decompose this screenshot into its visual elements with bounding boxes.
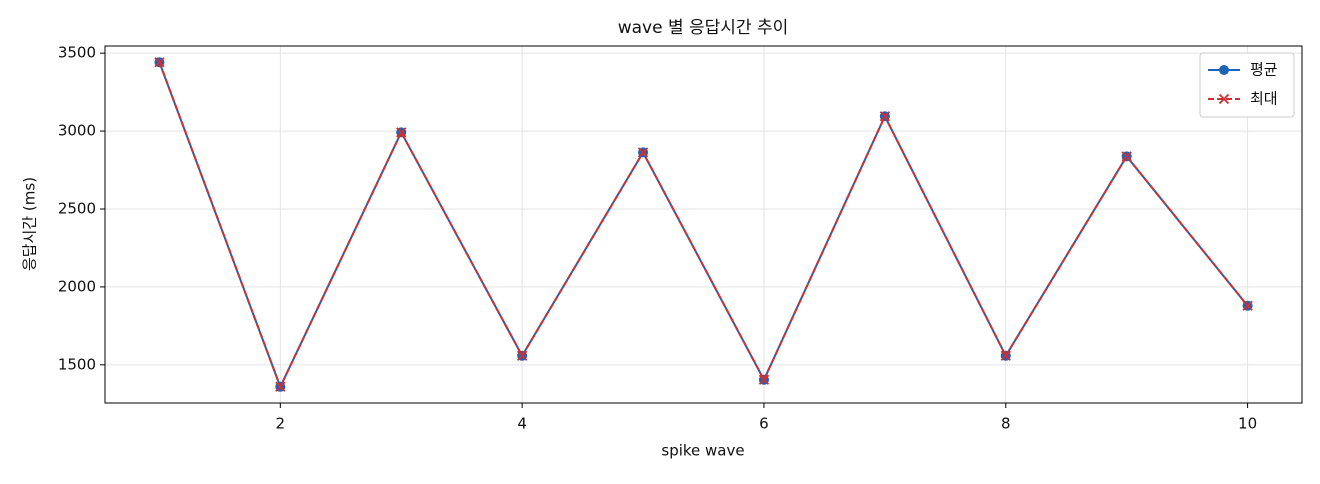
y-tick-label: 3000 [58, 122, 96, 140]
marker-stroke [637, 147, 649, 158]
y-tick-label: 2500 [58, 199, 96, 217]
x-tick-label: 10 [1238, 415, 1257, 433]
y-tick-label: 2000 [58, 277, 96, 295]
series-line [158, 61, 1249, 390]
y-tick-label: 1500 [58, 355, 96, 373]
marker-stroke [275, 381, 286, 392]
x-axis-label: spike wave [661, 442, 744, 460]
y-tick-label: 3500 [58, 44, 96, 62]
x-tick-label: 6 [759, 415, 769, 433]
marker [154, 57, 165, 68]
x-tick-label: 2 [276, 415, 286, 433]
x-tick-label: 8 [1001, 415, 1011, 433]
marker-stroke [1242, 300, 1253, 311]
marker [275, 381, 286, 392]
marker-stroke [516, 350, 528, 361]
marker-stroke [1218, 93, 1230, 105]
marker-stroke [758, 374, 770, 385]
plot-frame [104, 45, 1303, 404]
marker-stroke [1000, 350, 1011, 361]
marker [516, 350, 528, 361]
chart-title: wave 별 응답시간 추이 [618, 18, 789, 38]
legend-label: 최대 [1250, 90, 1278, 108]
marker [1121, 151, 1132, 162]
marker-stroke [879, 111, 891, 122]
marker-stroke [154, 57, 165, 68]
marker [1000, 350, 1011, 361]
marker [1242, 300, 1253, 311]
x-tick-label: 4 [517, 415, 527, 433]
marker-stroke [396, 127, 407, 138]
marker [758, 374, 770, 385]
series-line [158, 61, 1249, 390]
marker [1219, 65, 1229, 75]
legend-box [1199, 52, 1295, 118]
marker [396, 127, 407, 138]
y-axis-label: 응답시간 (ms) [21, 177, 39, 271]
marker-stroke [1121, 151, 1132, 162]
legend-label: 평균 [1250, 61, 1278, 79]
marker [637, 147, 649, 158]
marker [1218, 93, 1230, 105]
marker [879, 111, 891, 122]
